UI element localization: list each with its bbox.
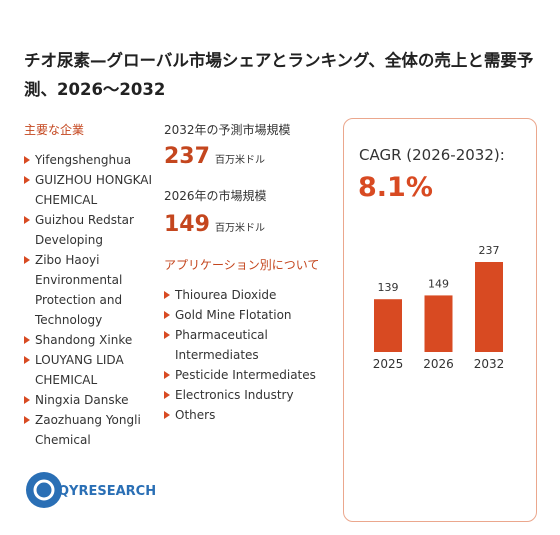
company-list: Yifengshenghua GUIZHOU HONGKAI CHEMICAL Gu…	[24, 150, 156, 450]
logo-q	[33, 479, 55, 501]
market-label: 2032年の予測市場規模	[164, 123, 291, 137]
value-label: 237	[479, 244, 500, 257]
list-item: Yifengshenghua	[24, 150, 156, 170]
list-item: Pesticide Intermediates	[164, 365, 324, 385]
list-item: LOUYANG LIDA CHEMICAL	[24, 350, 156, 390]
unit: 百万米ドル	[215, 223, 266, 234]
bar	[374, 299, 402, 352]
bar	[424, 295, 453, 352]
value-label: 139	[378, 281, 399, 294]
list-item: Pharmaceutical Intermediates	[164, 325, 324, 365]
list-item: Ningxia Danske	[24, 390, 156, 410]
x-tick-label: 2032	[474, 357, 505, 371]
list-item: GUIZHOU HONGKAI CHEMICAL	[24, 170, 156, 210]
title: チオ尿素—グローバル市場シェアとランキング、全体の売上と需要予測、2026～20…	[24, 51, 534, 99]
value: 149	[164, 212, 210, 237]
unit: 百万米ドル	[215, 155, 266, 166]
list-item: Zaozhuang Yongli Chemical	[24, 410, 156, 450]
list-item: Electronics Industry	[164, 385, 324, 405]
list-item: Gold Mine Flotation	[164, 305, 324, 325]
cagr-value: 8.1%	[358, 172, 433, 203]
list-item: Zibo Haoyi Environmental Protection and …	[24, 250, 156, 330]
x-tick-label: 2026	[423, 357, 454, 371]
bar	[475, 262, 503, 352]
market-value: 237 百万米ドル	[164, 144, 265, 169]
applications-heading: アプリケーション別について	[164, 258, 320, 272]
list-item: Others	[164, 405, 324, 425]
value-label: 149	[428, 277, 449, 290]
list-item: Thiourea Dioxide	[164, 285, 324, 305]
cagr-panel	[343, 118, 537, 522]
market-value: 149 百万米ドル	[164, 212, 265, 237]
list-item: Guizhou Redstar Developing	[24, 210, 156, 250]
x-tick-label: 2025	[373, 357, 404, 371]
logo-text: QYRESEARCH	[58, 484, 156, 499]
companies-heading: 主要な企業	[24, 123, 85, 137]
logo-globe	[26, 472, 62, 508]
value: 237	[164, 144, 210, 169]
cagr-label: CAGR (2026-2032):	[359, 146, 505, 164]
list-item: Shandong Xinke	[24, 330, 156, 350]
application-list: Thiourea Dioxide Gold Mine Flotation Pharm…	[164, 285, 324, 425]
market-label: 2026年の市場規模	[164, 189, 267, 203]
